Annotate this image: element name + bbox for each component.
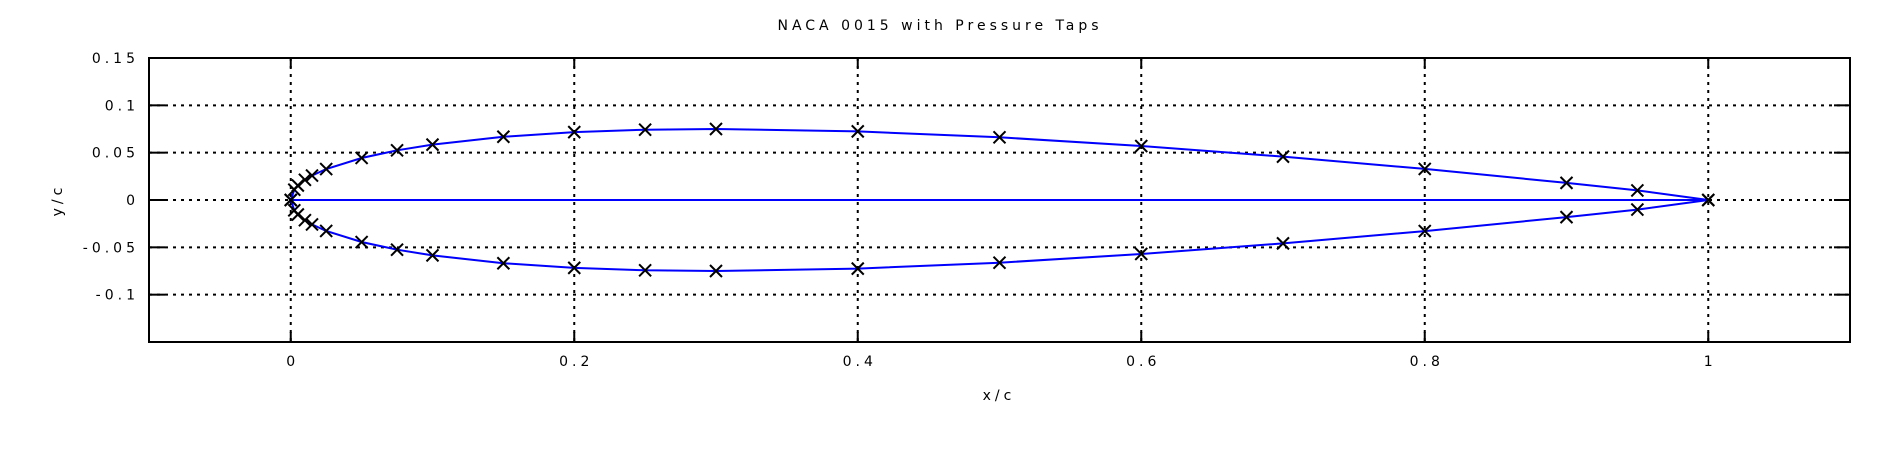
pressure-tap-marker [1418,162,1432,176]
pressure-tap-marker [425,248,440,263]
pressure-tap-marker [992,130,1007,145]
pressure-tap-marker [298,213,312,227]
tap-markers [284,122,1715,278]
pressure-tap-marker [638,122,652,137]
y-tick-label: 0.1 [105,98,139,114]
y-tick-label: 0.15 [92,51,139,67]
pressure-tap-marker [496,130,511,144]
pressure-tap-marker [1134,247,1148,261]
x-tick-label: 0.4 [843,354,877,370]
lower-surface-line [289,199,1709,273]
pressure-tap-marker [1276,149,1290,164]
pressure-tap-marker [425,137,440,152]
pressure-tap-marker [992,255,1007,270]
pressure-tap-marker [1630,183,1645,198]
pressure-tap-marker [305,168,319,183]
pressure-tap-marker [567,261,581,275]
y-tick-label: -0.1 [96,288,139,304]
pressure-tap-marker [319,224,333,238]
y-tick-label: 0.05 [92,146,139,162]
x-tick-label: 0.6 [1126,354,1160,370]
pressure-tap-marker [354,235,369,249]
x-tick-label: 0.2 [559,354,593,370]
pressure-tap-marker [1559,176,1574,190]
pressure-tap-marker [1630,202,1645,217]
x-tick-label: 0.8 [1410,354,1444,370]
pressure-tap-marker [1134,139,1148,153]
x-axis-label: x/c [983,388,1016,404]
chart-title: NACA 0015 with Pressure Taps [777,18,1102,34]
pressure-tap-marker [567,125,581,139]
pressure-tap-marker [305,217,319,232]
pressure-tap-marker [390,143,404,158]
pressure-tap-marker [1701,193,1715,207]
pressure-tap-marker [1418,224,1432,238]
y-tick-label: -0.05 [83,240,139,256]
y-axis-label: y/c [50,184,66,217]
pressure-tap-marker [851,124,865,139]
pressure-tap-marker [709,122,723,136]
ticks: 0 0.2 0.4 0.6 0.8 1 0.15 0.1 0.05 0 -0.05 -0.1 [83,51,1850,370]
pressure-tap-marker [638,263,652,278]
pressure-tap-marker [496,256,511,270]
series-lines [289,127,1709,273]
pressure-tap-marker [390,242,404,257]
upper-surface-line [289,127,1709,201]
y-tick-label: 0 [126,193,139,209]
pressure-tap-marker [1559,210,1574,224]
x-tick-label: 0 [286,354,299,370]
pressure-tap-marker [284,193,298,207]
pressure-tap-marker [354,151,369,165]
x-tick-label: 1 [1704,354,1717,370]
pressure-tap-marker [851,261,865,276]
plot-frame [148,57,1851,343]
pressure-tap-marker [1276,236,1290,251]
pressure-tap-marker [709,264,723,278]
pressure-tap-marker [319,162,333,176]
pressure-tap-marker [298,173,312,187]
